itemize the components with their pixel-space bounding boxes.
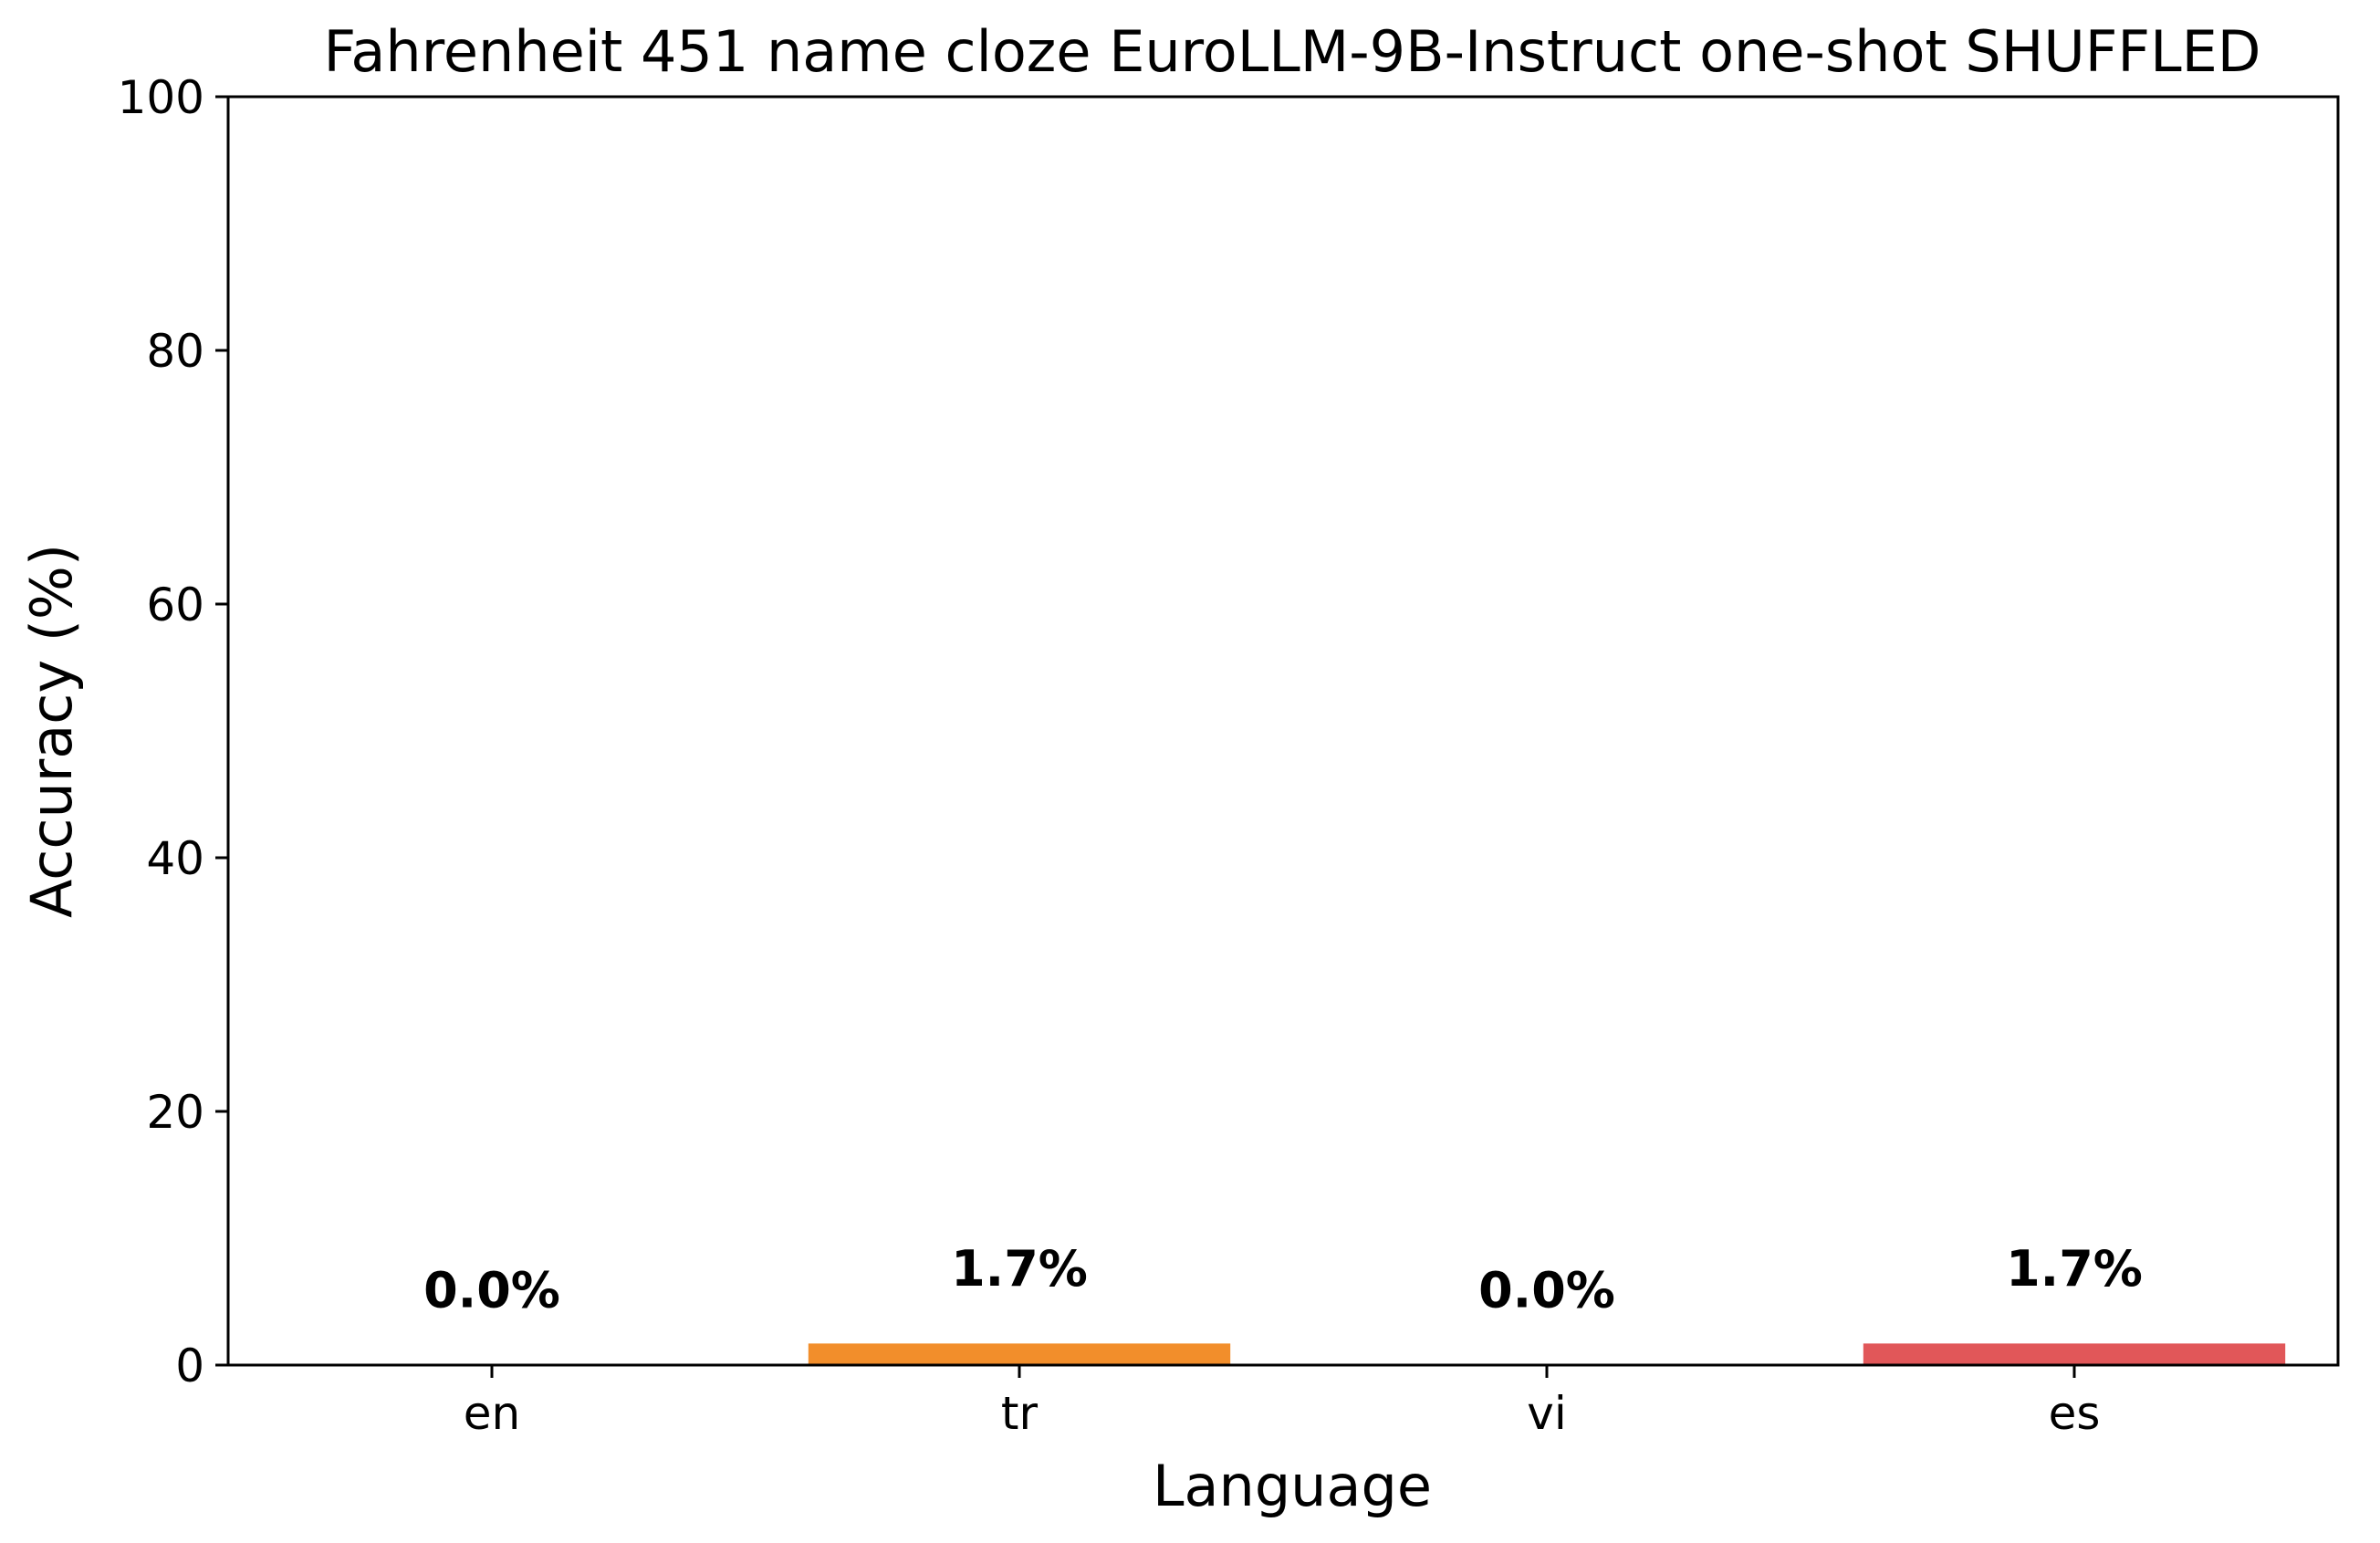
- plot-bars: [808, 1343, 2286, 1365]
- y-axis-label: Accuracy (%): [18, 544, 85, 918]
- data-label-tr: 1.7%: [951, 1240, 1088, 1298]
- y-tick-label-60: 60: [146, 579, 204, 631]
- x-tick-label-es: es: [2049, 1387, 2101, 1440]
- bar-tr: [808, 1343, 1231, 1365]
- x-tick-label-vi: vi: [1527, 1387, 1566, 1440]
- y-tick-label-0: 0: [175, 1340, 204, 1392]
- y-tick-label-100: 100: [118, 71, 204, 124]
- x-axis-label: Language: [1153, 1453, 1432, 1519]
- chart-title: Fahrenheit 451 name cloze EuroLLM-9B-Ins…: [323, 18, 2260, 85]
- data-label-vi: 0.0%: [1478, 1262, 1615, 1319]
- x-tick-label-tr: tr: [1001, 1387, 1039, 1440]
- y-tick-label-80: 80: [146, 325, 204, 378]
- x-tick-label-en: en: [464, 1387, 520, 1440]
- data-label-es: 1.7%: [2006, 1240, 2143, 1298]
- data-label-en: 0.0%: [423, 1262, 560, 1319]
- y-axis: 0 20 40 60 80 100: [118, 71, 228, 1392]
- y-tick-label-40: 40: [146, 832, 204, 885]
- plot-frame: [226, 95, 2340, 1367]
- bar-es: [1863, 1343, 2286, 1365]
- x-axis: en tr vi es: [464, 1365, 2101, 1440]
- y-tick-label-20: 20: [146, 1086, 204, 1139]
- plot-data-labels: 0.0% 1.7% 0.0% 1.7%: [423, 1240, 2143, 1319]
